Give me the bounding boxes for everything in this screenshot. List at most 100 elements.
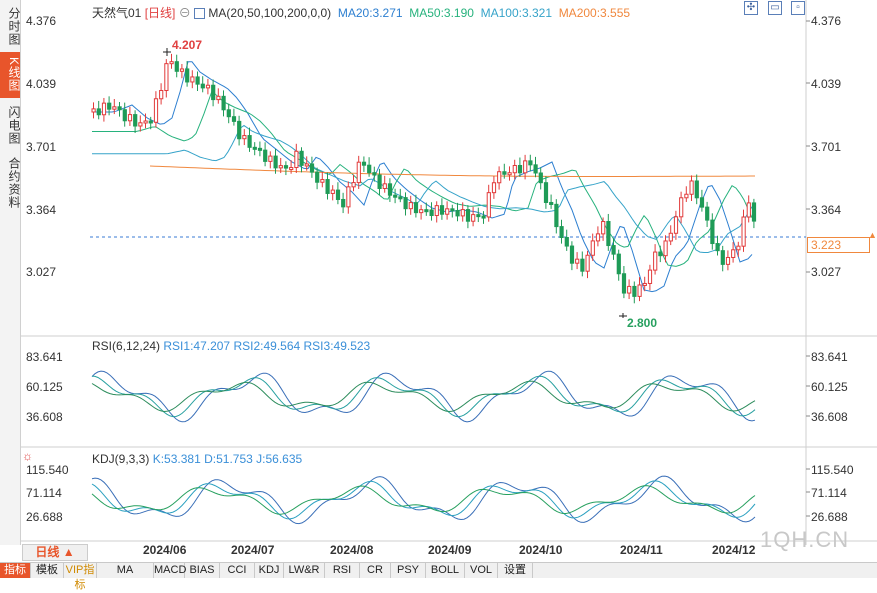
candle-body bbox=[679, 197, 684, 218]
candle-body bbox=[159, 90, 164, 100]
tab-flash-chart[interactable]: 闪电图 bbox=[7, 105, 21, 145]
candle-body bbox=[751, 202, 757, 222]
price-axis-right-1: 4.039 bbox=[811, 77, 842, 91]
rsi-axis-right-1: 60.125 bbox=[811, 380, 848, 394]
candle-body bbox=[372, 172, 377, 176]
candle-body bbox=[247, 135, 252, 148]
candle-body bbox=[720, 250, 725, 265]
candle-body bbox=[200, 83, 205, 89]
candle-body bbox=[559, 226, 564, 239]
candle-body bbox=[497, 171, 502, 184]
candle-body bbox=[580, 258, 585, 272]
kdj-axis-left-1: 71.114 bbox=[26, 486, 62, 500]
candle-body bbox=[476, 214, 481, 218]
period-dropdown[interactable]: 日线 ▲ bbox=[22, 544, 88, 561]
candle-body bbox=[512, 164, 517, 174]
candle-body bbox=[699, 197, 705, 208]
rsi1-value: RSI1:47.207 bbox=[163, 339, 231, 353]
tab-vip-indicators[interactable]: VIP指标 bbox=[64, 563, 97, 591]
candle-body bbox=[517, 164, 523, 174]
kdj-axis-right-2: 26.688 bbox=[811, 510, 848, 524]
candle-body bbox=[273, 155, 278, 169]
candle-body bbox=[117, 106, 122, 111]
tab-indicators[interactable]: 指标 bbox=[0, 563, 31, 578]
candle-body bbox=[465, 209, 471, 222]
candle-body bbox=[153, 98, 159, 123]
candle-body bbox=[689, 180, 694, 195]
candle-body bbox=[507, 172, 512, 176]
candle-body bbox=[590, 240, 595, 256]
tab-kline[interactable]: K线图 bbox=[0, 52, 21, 98]
tab-boll[interactable]: BOLL bbox=[426, 563, 465, 578]
candle-body bbox=[424, 209, 429, 213]
rsi3-value: RSI3:49.523 bbox=[303, 339, 371, 353]
candle-body bbox=[663, 240, 668, 257]
watermark: 1QH.CN bbox=[760, 527, 850, 552]
restore-icon[interactable]: ▭ bbox=[768, 1, 782, 15]
candle-body bbox=[741, 216, 746, 247]
candle-body bbox=[408, 202, 413, 210]
date-label-5: 2024/11 bbox=[620, 543, 663, 557]
gear-icon[interactable]: ⊖ bbox=[178, 6, 191, 20]
ma100-value: MA100:3.321 bbox=[480, 6, 553, 20]
tab-vol[interactable]: VOL bbox=[465, 563, 498, 578]
candle-body bbox=[684, 193, 689, 199]
candle-body bbox=[533, 164, 538, 174]
low-price-label: 2.800 bbox=[627, 316, 658, 330]
expand-icon[interactable] bbox=[194, 8, 206, 20]
kdj-d-line bbox=[91, 480, 756, 520]
tab-ma[interactable]: MA bbox=[97, 563, 154, 578]
candle-body bbox=[585, 254, 590, 272]
candle-body bbox=[554, 203, 559, 228]
rsi-axis-right-0: 83.641 bbox=[811, 350, 848, 364]
tab-templates[interactable]: 模板 bbox=[31, 563, 64, 578]
tab-macd[interactable]: MACD bbox=[154, 563, 187, 578]
candle-body bbox=[221, 95, 226, 111]
candle-body bbox=[346, 186, 351, 208]
crosshair-icon[interactable]: ☼ bbox=[22, 449, 33, 463]
candle-body bbox=[185, 68, 190, 83]
price-axis-right-0: 4.376 bbox=[811, 14, 842, 28]
candle-body bbox=[673, 216, 679, 234]
candle-body bbox=[133, 114, 138, 127]
left-tab-bar: 分时图 K线图 闪电图 合约资料 bbox=[0, 0, 21, 545]
rsi-header: RSI(6,12,24) RSI1:47.207 RSI2:49.564 RSI… bbox=[92, 339, 370, 353]
candle-body bbox=[419, 209, 424, 214]
candle-body bbox=[330, 189, 335, 194]
candle-body bbox=[382, 183, 387, 189]
candle-body bbox=[413, 202, 419, 214]
candle-body bbox=[309, 163, 315, 173]
date-label-0: 2024/06 bbox=[143, 543, 187, 557]
crosshair-toggle-icon[interactable]: ✣ bbox=[744, 1, 758, 15]
tab-cci[interactable]: CCI bbox=[220, 563, 255, 578]
candle-body bbox=[429, 209, 434, 217]
date-label-1: 2024/07 bbox=[231, 543, 275, 557]
tab-kdj[interactable]: KDJ bbox=[255, 563, 284, 578]
candle-body bbox=[237, 120, 242, 140]
candle-body bbox=[304, 163, 309, 167]
tab-lwr[interactable]: LW&R bbox=[284, 563, 325, 578]
high-price-label: 4.207 bbox=[172, 38, 203, 52]
candle-body bbox=[710, 219, 715, 245]
tab-contract-info[interactable]: 合约资料 bbox=[7, 157, 21, 209]
candle-body bbox=[491, 182, 497, 194]
candle-body bbox=[164, 63, 169, 92]
kline-chart[interactable] bbox=[0, 0, 877, 577]
candle-body bbox=[523, 160, 528, 174]
tab-cr[interactable]: CR bbox=[360, 563, 391, 578]
rsi-axis-left-1: 60.125 bbox=[26, 380, 63, 394]
minimize-icon[interactable]: ▫ bbox=[791, 1, 805, 15]
candle-body bbox=[138, 122, 143, 127]
candle-body bbox=[226, 109, 231, 118]
candle-body bbox=[653, 251, 658, 271]
candle-body bbox=[621, 273, 627, 294]
kdj-axis-right-1: 71.114 bbox=[811, 486, 847, 500]
tab-bias[interactable]: BIAS bbox=[185, 563, 220, 578]
tab-settings[interactable]: 设置 bbox=[498, 563, 533, 578]
kdj-axis-right-0: 115.540 bbox=[811, 463, 854, 477]
tab-rsi[interactable]: RSI bbox=[325, 563, 360, 578]
kdj-axis-left-2: 26.688 bbox=[26, 510, 63, 524]
tab-timeshare[interactable]: 分时图 bbox=[7, 6, 21, 46]
tab-psy[interactable]: PSY bbox=[391, 563, 426, 578]
candle-body bbox=[351, 182, 356, 188]
